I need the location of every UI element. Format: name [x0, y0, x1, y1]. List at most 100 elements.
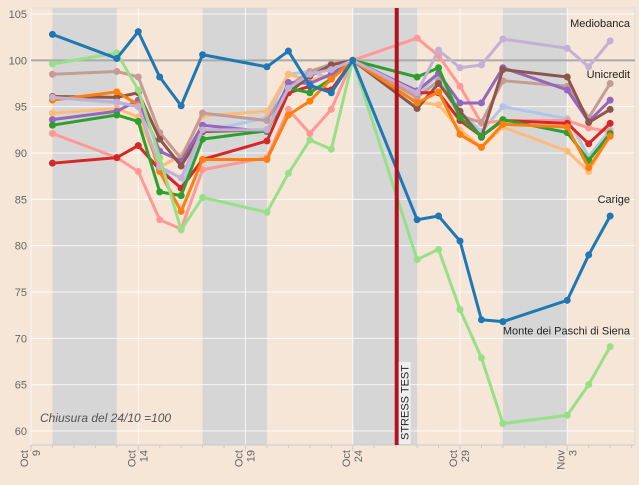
data-point — [499, 103, 507, 111]
data-point — [113, 98, 121, 106]
data-point — [499, 66, 507, 74]
data-point — [456, 82, 464, 90]
y-tick-label: 75 — [15, 287, 27, 299]
data-point — [306, 130, 314, 138]
y-tick-label: 95 — [15, 102, 27, 114]
x-tick-label: Oct 24 — [341, 450, 365, 467]
data-point — [263, 107, 271, 115]
data-point — [563, 123, 571, 131]
data-point — [48, 109, 56, 117]
data-point — [435, 79, 443, 87]
data-point — [477, 61, 485, 69]
y-tick-label: 90 — [15, 148, 27, 160]
data-point — [435, 46, 443, 54]
data-point — [606, 96, 614, 104]
data-point — [306, 81, 314, 89]
data-point — [156, 154, 164, 162]
stress-test-label-bg — [398, 362, 411, 444]
x-tick-month: Oct — [126, 450, 138, 467]
data-point — [48, 70, 56, 78]
data-point — [606, 79, 614, 87]
data-point — [413, 73, 421, 81]
data-point — [563, 44, 571, 52]
x-tick-day: 9 — [31, 450, 43, 456]
data-point — [606, 105, 614, 113]
data-point — [177, 174, 185, 182]
data-point — [585, 124, 593, 132]
data-point — [499, 318, 507, 326]
data-point — [263, 155, 271, 163]
weekend-band — [52, 8, 117, 445]
data-point — [413, 89, 421, 97]
data-point — [48, 60, 56, 68]
data-point — [156, 216, 164, 224]
data-point — [177, 162, 185, 170]
data-point — [563, 296, 571, 304]
data-point — [435, 64, 443, 72]
y-tick-label: 85 — [15, 194, 27, 206]
data-point — [349, 56, 357, 64]
y-tick-label: 80 — [15, 241, 27, 253]
y-tick-label: 70 — [15, 333, 27, 345]
data-point — [284, 111, 292, 119]
data-point — [456, 114, 464, 122]
data-point — [156, 135, 164, 143]
x-tick-day: 24 — [353, 450, 365, 462]
data-point — [177, 226, 185, 234]
data-point — [413, 256, 421, 264]
data-point — [563, 86, 571, 94]
data-point — [134, 168, 142, 176]
data-point — [585, 381, 593, 389]
data-point — [199, 126, 207, 134]
data-point — [199, 193, 207, 201]
data-point — [606, 119, 614, 127]
data-point — [113, 154, 121, 162]
x-tick-month: Nov — [555, 450, 567, 470]
x-tick-month: Oct — [19, 450, 31, 467]
data-point — [563, 73, 571, 81]
data-point — [306, 136, 314, 144]
series-label: Unicredit — [587, 69, 630, 81]
data-point — [134, 142, 142, 150]
data-point — [499, 120, 507, 128]
x-tick-label: Oct 9 — [19, 450, 43, 467]
data-point — [306, 70, 314, 78]
data-point — [435, 88, 443, 96]
data-point — [563, 147, 571, 155]
series-mediobanca — [48, 35, 614, 182]
data-point — [306, 89, 314, 97]
data-point — [48, 116, 56, 124]
data-point — [327, 66, 335, 74]
data-point — [134, 103, 142, 111]
x-tick-label: Nov 3 — [555, 450, 579, 470]
data-point — [134, 28, 142, 36]
x-tick-label: Oct 29 — [448, 450, 472, 467]
x-tick-month: Oct — [234, 450, 246, 467]
data-point — [199, 155, 207, 163]
x-tick-label: Oct 19 — [234, 450, 258, 467]
data-point — [499, 420, 507, 428]
data-point — [113, 67, 121, 75]
series-label: Carige — [598, 194, 630, 206]
data-point — [48, 159, 56, 167]
data-point — [413, 105, 421, 113]
x-tick-day: 19 — [246, 450, 258, 462]
data-point — [263, 126, 271, 134]
data-point — [585, 63, 593, 71]
x-tick-day: 14 — [138, 450, 150, 462]
data-point — [199, 166, 207, 174]
x-tick-day: 29 — [460, 450, 472, 462]
data-point — [263, 117, 271, 125]
weekend-band — [202, 8, 267, 445]
series-label: Mediobanca — [570, 18, 631, 30]
data-point — [456, 130, 464, 138]
y-tick-label: 65 — [15, 380, 27, 392]
x-tick-month: Oct — [341, 450, 353, 467]
data-point — [48, 93, 56, 101]
data-point — [606, 37, 614, 45]
data-point — [177, 207, 185, 215]
data-point — [263, 208, 271, 216]
data-point — [585, 140, 593, 148]
data-point — [156, 188, 164, 196]
